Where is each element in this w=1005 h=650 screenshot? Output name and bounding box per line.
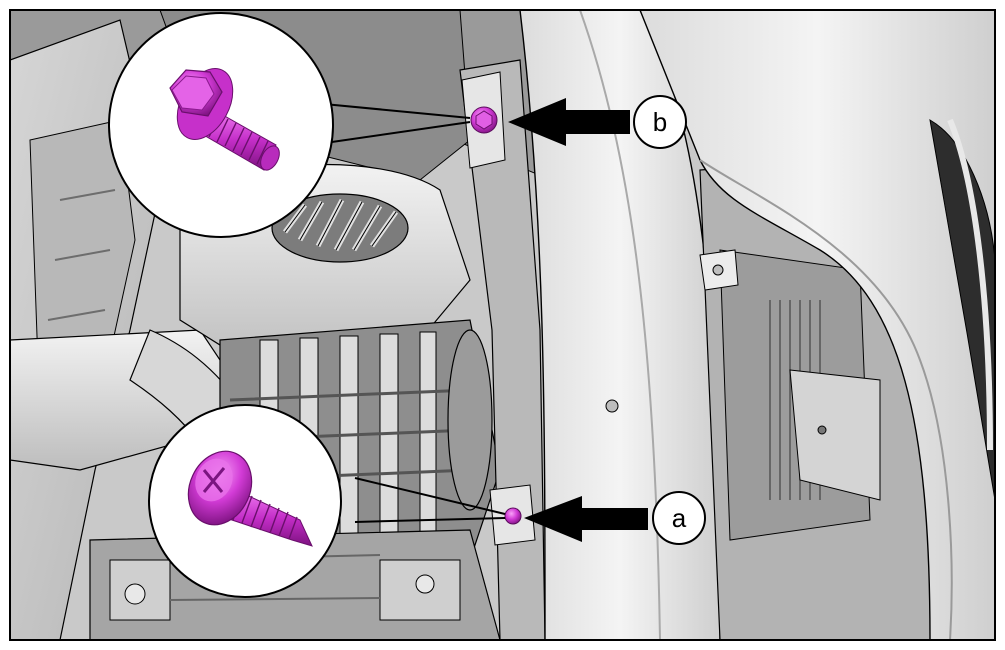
- callout-a: a: [524, 491, 706, 545]
- callout-b: b: [508, 95, 687, 149]
- image-frame: [9, 9, 996, 641]
- arrow-left-icon: [508, 98, 630, 146]
- callout-b-label: b: [653, 107, 667, 137]
- bolt-detail-inset: [108, 12, 334, 238]
- leader-lines: [317, 103, 506, 523]
- callout-a-label: a: [672, 503, 687, 533]
- arrow-left-icon: [524, 496, 648, 542]
- phillips-truss-head-screw-icon: [187, 450, 313, 547]
- vehicle-scene: [10, 10, 995, 640]
- flange-hex-bolt-icon: [169, 68, 280, 171]
- screw-a-location: [504, 507, 522, 525]
- bolt-b-location: [470, 106, 498, 134]
- screw-detail-inset: [148, 404, 342, 598]
